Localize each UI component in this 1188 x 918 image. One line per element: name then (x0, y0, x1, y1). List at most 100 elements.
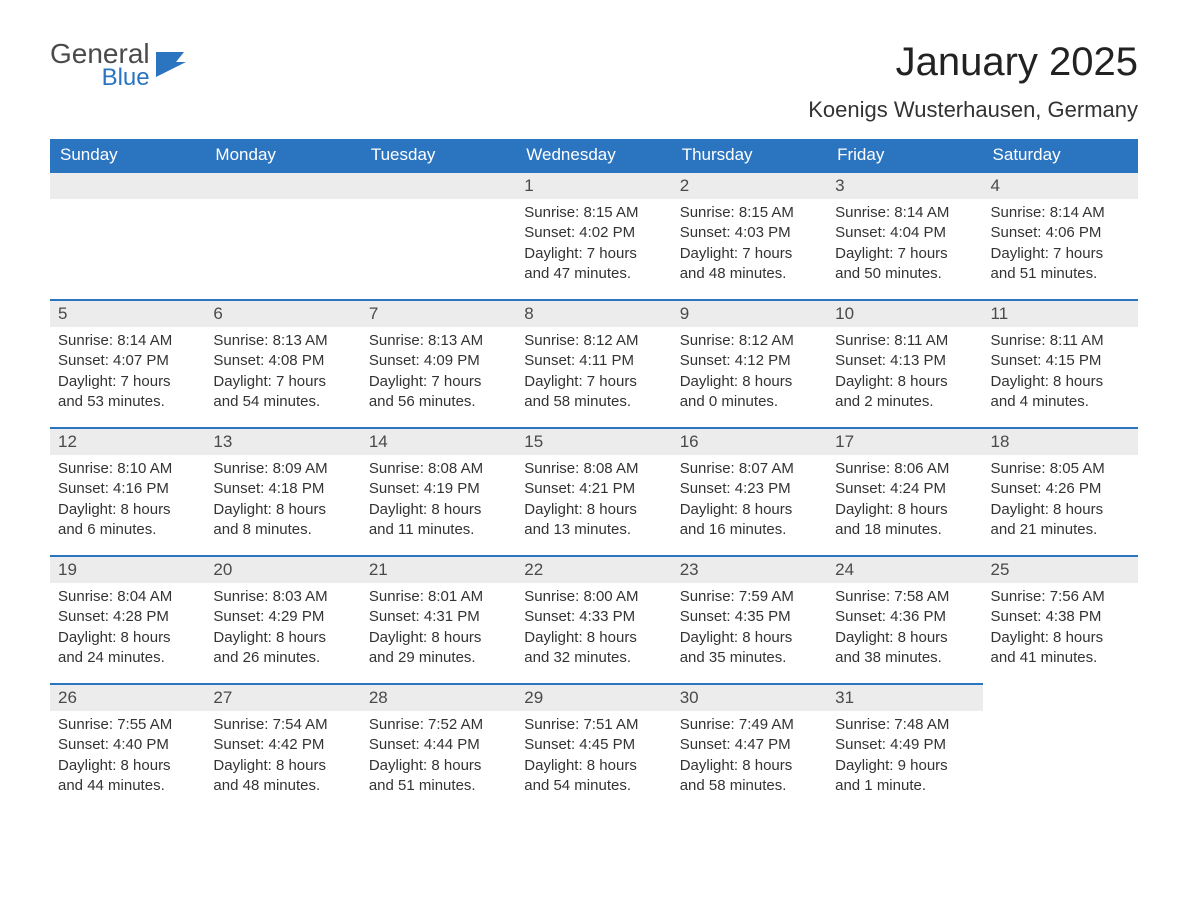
day-body: Sunrise: 7:58 AMSunset: 4:36 PMDaylight:… (827, 583, 982, 676)
calendar-day-cell: 31Sunrise: 7:48 AMSunset: 4:49 PMDayligh… (827, 683, 982, 811)
daylight-line2: and 48 minutes. (213, 776, 352, 796)
day-body: Sunrise: 8:11 AMSunset: 4:15 PMDaylight:… (983, 327, 1138, 420)
empty-day-strip (361, 171, 516, 199)
daylight-line2: and 24 minutes. (58, 648, 197, 668)
sunrise-text: Sunrise: 8:14 AM (991, 203, 1130, 223)
sunrise-text: Sunrise: 7:51 AM (524, 715, 663, 735)
weekday-header: Monday (205, 139, 360, 171)
day-number: 2 (672, 171, 827, 199)
daylight-line1: Daylight: 7 hours (213, 372, 352, 392)
day-body: Sunrise: 7:52 AMSunset: 4:44 PMDaylight:… (361, 711, 516, 804)
day-number: 1 (516, 171, 671, 199)
day-number: 22 (516, 555, 671, 583)
sunrise-text: Sunrise: 7:48 AM (835, 715, 974, 735)
sunset-text: Sunset: 4:31 PM (369, 607, 508, 627)
day-number: 7 (361, 299, 516, 327)
calendar-day-cell: 13Sunrise: 8:09 AMSunset: 4:18 PMDayligh… (205, 427, 360, 555)
calendar-day-cell: 17Sunrise: 8:06 AMSunset: 4:24 PMDayligh… (827, 427, 982, 555)
daylight-line2: and 18 minutes. (835, 520, 974, 540)
day-body: Sunrise: 8:09 AMSunset: 4:18 PMDaylight:… (205, 455, 360, 548)
sunrise-text: Sunrise: 8:04 AM (58, 587, 197, 607)
daylight-line2: and 6 minutes. (58, 520, 197, 540)
sunrise-text: Sunrise: 8:12 AM (680, 331, 819, 351)
sunset-text: Sunset: 4:38 PM (991, 607, 1130, 627)
weekday-header: Tuesday (361, 139, 516, 171)
day-body: Sunrise: 7:59 AMSunset: 4:35 PMDaylight:… (672, 583, 827, 676)
sunrise-text: Sunrise: 8:14 AM (835, 203, 974, 223)
sunset-text: Sunset: 4:47 PM (680, 735, 819, 755)
calendar-day-cell: 5Sunrise: 8:14 AMSunset: 4:07 PMDaylight… (50, 299, 205, 427)
sunrise-text: Sunrise: 8:11 AM (835, 331, 974, 351)
day-number: 28 (361, 683, 516, 711)
calendar-day-cell: 24Sunrise: 7:58 AMSunset: 4:36 PMDayligh… (827, 555, 982, 683)
day-number: 5 (50, 299, 205, 327)
header: General Blue January 2025 Koenigs Wuster… (50, 40, 1138, 123)
day-number: 15 (516, 427, 671, 455)
calendar-week-row: 26Sunrise: 7:55 AMSunset: 4:40 PMDayligh… (50, 683, 1138, 811)
daylight-line2: and 2 minutes. (835, 392, 974, 412)
day-number: 27 (205, 683, 360, 711)
daylight-line2: and 38 minutes. (835, 648, 974, 668)
daylight-line1: Daylight: 8 hours (369, 756, 508, 776)
calendar-day-cell: 29Sunrise: 7:51 AMSunset: 4:45 PMDayligh… (516, 683, 671, 811)
day-number: 6 (205, 299, 360, 327)
day-number: 4 (983, 171, 1138, 199)
daylight-line1: Daylight: 7 hours (835, 244, 974, 264)
day-body: Sunrise: 8:08 AMSunset: 4:19 PMDaylight:… (361, 455, 516, 548)
sunrise-text: Sunrise: 8:14 AM (58, 331, 197, 351)
calendar-day-cell: 18Sunrise: 8:05 AMSunset: 4:26 PMDayligh… (983, 427, 1138, 555)
calendar-day-cell: 11Sunrise: 8:11 AMSunset: 4:15 PMDayligh… (983, 299, 1138, 427)
day-body: Sunrise: 8:01 AMSunset: 4:31 PMDaylight:… (361, 583, 516, 676)
sunset-text: Sunset: 4:11 PM (524, 351, 663, 371)
logo-blue: Blue (102, 66, 150, 90)
daylight-line1: Daylight: 8 hours (680, 500, 819, 520)
sunset-text: Sunset: 4:29 PM (213, 607, 352, 627)
daylight-line2: and 51 minutes. (369, 776, 508, 796)
sunset-text: Sunset: 4:08 PM (213, 351, 352, 371)
daylight-line1: Daylight: 8 hours (213, 628, 352, 648)
sunrise-text: Sunrise: 8:08 AM (524, 459, 663, 479)
day-body: Sunrise: 8:15 AMSunset: 4:03 PMDaylight:… (672, 199, 827, 292)
sunset-text: Sunset: 4:28 PM (58, 607, 197, 627)
day-number: 17 (827, 427, 982, 455)
sunset-text: Sunset: 4:23 PM (680, 479, 819, 499)
sunset-text: Sunset: 4:21 PM (524, 479, 663, 499)
calendar-day-cell: 2Sunrise: 8:15 AMSunset: 4:03 PMDaylight… (672, 171, 827, 299)
day-number: 16 (672, 427, 827, 455)
daylight-line2: and 47 minutes. (524, 264, 663, 284)
calendar-day-cell: 28Sunrise: 7:52 AMSunset: 4:44 PMDayligh… (361, 683, 516, 811)
day-body: Sunrise: 8:03 AMSunset: 4:29 PMDaylight:… (205, 583, 360, 676)
logo-flag-icon (156, 52, 190, 83)
sunrise-text: Sunrise: 8:13 AM (369, 331, 508, 351)
calendar-empty-cell (205, 171, 360, 299)
daylight-line2: and 0 minutes. (680, 392, 819, 412)
sunrise-text: Sunrise: 7:54 AM (213, 715, 352, 735)
sunrise-text: Sunrise: 8:15 AM (680, 203, 819, 223)
daylight-line1: Daylight: 8 hours (835, 628, 974, 648)
sunrise-text: Sunrise: 7:59 AM (680, 587, 819, 607)
calendar-empty-cell (50, 171, 205, 299)
day-body: Sunrise: 8:04 AMSunset: 4:28 PMDaylight:… (50, 583, 205, 676)
day-body: Sunrise: 8:12 AMSunset: 4:12 PMDaylight:… (672, 327, 827, 420)
calendar-day-cell: 4Sunrise: 8:14 AMSunset: 4:06 PMDaylight… (983, 171, 1138, 299)
day-body: Sunrise: 8:13 AMSunset: 4:09 PMDaylight:… (361, 327, 516, 420)
day-body: Sunrise: 8:00 AMSunset: 4:33 PMDaylight:… (516, 583, 671, 676)
daylight-line2: and 32 minutes. (524, 648, 663, 668)
weekday-header: Wednesday (516, 139, 671, 171)
daylight-line1: Daylight: 8 hours (58, 756, 197, 776)
daylight-line1: Daylight: 7 hours (680, 244, 819, 264)
daylight-line2: and 53 minutes. (58, 392, 197, 412)
day-number: 26 (50, 683, 205, 711)
calendar-day-cell: 7Sunrise: 8:13 AMSunset: 4:09 PMDaylight… (361, 299, 516, 427)
day-number: 30 (672, 683, 827, 711)
calendar-day-cell: 1Sunrise: 8:15 AMSunset: 4:02 PMDaylight… (516, 171, 671, 299)
sunrise-text: Sunrise: 8:10 AM (58, 459, 197, 479)
daylight-line1: Daylight: 8 hours (991, 372, 1130, 392)
sunrise-text: Sunrise: 8:06 AM (835, 459, 974, 479)
day-number: 24 (827, 555, 982, 583)
daylight-line2: and 29 minutes. (369, 648, 508, 668)
day-body: Sunrise: 8:08 AMSunset: 4:21 PMDaylight:… (516, 455, 671, 548)
sunrise-text: Sunrise: 8:15 AM (524, 203, 663, 223)
daylight-line2: and 11 minutes. (369, 520, 508, 540)
day-number: 13 (205, 427, 360, 455)
